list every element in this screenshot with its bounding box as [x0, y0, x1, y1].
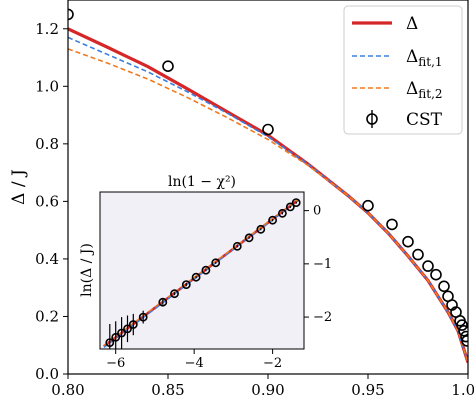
inset-series-line-2	[103, 198, 299, 346]
main-cst-point	[362, 199, 374, 212]
inset-cst-point	[128, 320, 138, 329]
main-x-tick-label: 0.85	[151, 381, 184, 399]
main-x-tick-label: 0.90	[251, 381, 284, 399]
legend-box	[343, 5, 463, 135]
main-y-ticks: 0.0 0.2 0.4 0.6 0.8 1.0 1.2	[35, 20, 68, 383]
inset-points-group	[105, 198, 301, 349]
inset-x-tick-label: −4	[185, 356, 204, 371]
inset-cst-point	[268, 215, 277, 225]
inset-cst-point	[158, 297, 168, 307]
main-y-tick-label: 0.6	[35, 192, 59, 210]
legend-label-fit1-base: Δ	[406, 47, 418, 67]
legend-label-fit2-base: Δ	[406, 79, 418, 99]
main-x-tick-label: 1.00	[451, 381, 474, 399]
inset-cst-point	[170, 289, 179, 299]
inset-cst-point	[138, 312, 148, 322]
inset-cst-point	[232, 241, 242, 251]
legend: Δ Δfit,1 Δfit,2 CST	[343, 5, 463, 135]
inset-cst-point	[291, 198, 301, 207]
inset-plot: −6 −4 −2 0 −1 −2 ln(1 − χ²) ln(Δ / J)	[79, 174, 332, 371]
inset-y-tick-label: 0	[313, 204, 321, 219]
main-cst-point	[458, 325, 468, 337]
inset-x-ticks: −6 −4 −2	[106, 349, 282, 371]
main-cst-point	[461, 335, 468, 347]
inset-cst-point	[201, 265, 211, 275]
inset-cst-point	[181, 280, 191, 289]
main-x-tick-label: 0.80	[51, 381, 84, 399]
inset-cst-point	[123, 324, 132, 334]
legend-label-fit1: Δfit,1	[406, 47, 443, 69]
main-y-tick-label: 0.8	[35, 135, 59, 153]
main-y-tick-label: 0.2	[35, 307, 59, 325]
main-cst-point	[412, 248, 424, 261]
main-series-group	[68, 27, 468, 363]
main-cst-point	[162, 60, 174, 72]
legend-label-fit1-sub: fit,1	[418, 55, 442, 69]
main-cst-point	[422, 260, 434, 272]
inset-cst-point	[256, 224, 266, 234]
inset-y-tick-label: −1	[313, 257, 332, 272]
legend-label-cst: CST	[406, 110, 443, 130]
main-y-tick-label: 0.4	[35, 250, 59, 268]
main-cst-point	[262, 123, 274, 136]
main-y-tick-label: 1.2	[35, 20, 59, 38]
main-cst-point	[386, 218, 398, 231]
inset-cst-point	[244, 233, 254, 243]
inset-plot-frame	[99, 191, 305, 350]
inset-cst-point	[111, 332, 121, 342]
main-cst-point	[460, 330, 468, 343]
main-points-group	[68, 8, 468, 347]
inset-x-tick-label: −6	[106, 356, 125, 371]
inset-cst-point	[277, 208, 287, 218]
inset-cst-point	[117, 328, 126, 338]
inset-title: ln(1 − χ²)	[168, 174, 236, 190]
inset-cst-point	[191, 272, 201, 282]
main-x-ticks: 0.80 0.85 0.90 0.95 1.00	[51, 374, 474, 399]
main-cst-point	[402, 235, 414, 248]
inset-x-tick-label: −2	[263, 356, 282, 371]
main-cst-point	[430, 268, 442, 281]
inset-cst-point	[211, 258, 221, 268]
main-cst-point	[456, 319, 468, 331]
legend-label-fit2: Δfit,2	[406, 79, 443, 101]
inset-y-axis-label: ln(Δ / J)	[79, 243, 95, 297]
inset-y-ticks: 0 −1 −2	[304, 204, 332, 325]
main-y-tick-label: 1.0	[35, 77, 59, 95]
main-cst-point	[438, 280, 450, 293]
inset-y-tick-label: −2	[313, 310, 332, 325]
main-series-line-2	[68, 48, 468, 363]
main-x-tick-label: 0.95	[351, 381, 384, 399]
main-y-axis-label: Δ / J	[9, 169, 29, 205]
inset-cst-point	[105, 338, 115, 347]
legend-swatch-cst	[366, 110, 378, 128]
main-y-tick-label: 0.0	[35, 365, 59, 383]
main-cst-point	[68, 8, 74, 21]
legend-label-delta: Δ	[406, 14, 418, 34]
legend-label-fit2-sub: fit,2	[418, 87, 442, 101]
inset-cst-point	[285, 202, 295, 212]
